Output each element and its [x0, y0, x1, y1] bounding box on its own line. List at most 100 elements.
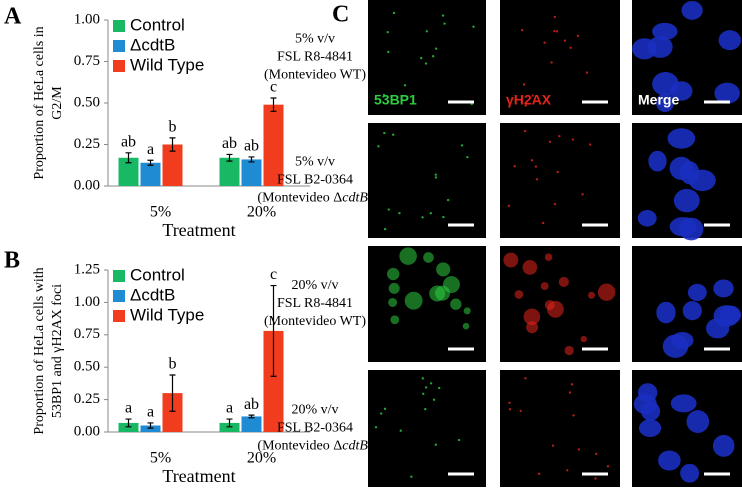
focus: [379, 412, 383, 415]
focus: [519, 409, 522, 413]
focus: [520, 28, 524, 32]
bar: [162, 144, 183, 186]
legend-swatch: [113, 290, 125, 302]
focus: [429, 212, 432, 215]
focus: [463, 307, 471, 315]
significance-letter: a: [226, 400, 233, 417]
nucleus: [652, 72, 679, 96]
row-label-part: 5% v/v: [295, 32, 335, 47]
legend-label: ΔcdtB: [130, 35, 175, 54]
x-tick-label: 5%: [150, 204, 171, 221]
legend-label: Wild Type: [130, 55, 204, 74]
row-label: 20% v/v: [291, 278, 338, 293]
error-bar: [125, 418, 132, 428]
error-bar: [270, 97, 277, 112]
focus: [580, 335, 587, 343]
focus: [558, 134, 561, 138]
focus: [524, 377, 527, 380]
focus: [392, 133, 395, 136]
focus: [434, 47, 438, 50]
focus: [508, 408, 512, 411]
focus: [548, 140, 552, 143]
bar: [118, 422, 139, 432]
focus: [388, 282, 400, 294]
legend-swatch: [113, 270, 125, 282]
focus: [398, 212, 401, 215]
focus: [530, 159, 534, 162]
focus: [569, 46, 572, 49]
nucleus: [718, 30, 741, 51]
y-tick-label: 0.25: [74, 391, 100, 407]
error-bar: [248, 414, 255, 419]
focus: [423, 252, 434, 263]
focus: [390, 315, 400, 325]
panel-label: B: [4, 248, 20, 274]
bar: [219, 157, 240, 186]
significance-letter: a: [147, 141, 154, 158]
nucleus: [637, 383, 658, 402]
row-label-part: 20% v/v: [291, 403, 338, 418]
legend-label: Control: [130, 265, 185, 284]
focus: [595, 452, 598, 456]
nucleus: [706, 318, 730, 339]
row-label-part: FSL R8-4841: [277, 50, 353, 65]
focus: [553, 15, 557, 19]
row-label: FSL B2-0364: [277, 173, 353, 188]
error-bar: [226, 153, 233, 162]
focus: [434, 173, 437, 176]
focus: [420, 56, 423, 60]
focus: [383, 227, 387, 231]
y-tick-label: 0.75: [74, 53, 100, 69]
error-bar: [169, 374, 176, 412]
focus: [382, 93, 386, 97]
focus: [462, 322, 470, 330]
focus: [442, 215, 445, 219]
focus: [383, 407, 387, 411]
row-label-part: cdtB: [342, 439, 368, 454]
focus: [544, 253, 553, 261]
nucleus: [681, 0, 703, 20]
focus: [541, 221, 545, 225]
focus: [550, 61, 553, 64]
focus: [556, 170, 559, 174]
focus: [507, 204, 511, 208]
row-label: 20% v/v: [291, 403, 338, 418]
nucleus: [682, 301, 702, 321]
focus: [388, 297, 398, 307]
nucleus: [673, 188, 700, 213]
error-bar: [226, 418, 233, 428]
legend-swatch: [113, 310, 125, 322]
focus: [553, 202, 557, 206]
bar: [140, 425, 161, 432]
focus: [403, 84, 407, 87]
focus: [387, 267, 400, 281]
row-label: 5% v/v: [295, 155, 335, 170]
focus: [547, 300, 564, 318]
focus: [523, 308, 541, 326]
legend-swatch: [113, 40, 125, 52]
focus: [399, 247, 417, 265]
focus: [421, 377, 424, 380]
x-axis-label: Treatment: [162, 466, 235, 486]
focus: [564, 345, 574, 356]
y-tick-label: 0.25: [74, 136, 100, 152]
bar: [263, 104, 284, 186]
nucleus: [680, 463, 700, 483]
nucleus: [671, 332, 694, 349]
row-label-part: 20% v/v: [291, 278, 338, 293]
focus: [421, 392, 425, 396]
legend-swatch: [113, 60, 125, 72]
legend-label: Wild Type: [130, 305, 204, 324]
focus: [424, 386, 428, 389]
nucleus: [714, 82, 740, 104]
focus: [434, 443, 438, 446]
row-label: 5% v/v: [295, 32, 335, 47]
row-label: (Montevideo ΔcdtB): [257, 439, 372, 454]
significance-letter: a: [125, 400, 132, 417]
focus: [457, 438, 461, 442]
focus: [503, 252, 519, 268]
y-tick-label: 1.00: [74, 294, 100, 310]
y-axis-label: Proportion of HeLa cells with: [32, 267, 47, 434]
significance-letter: b: [169, 356, 177, 373]
y-tick-label: 0.75: [74, 326, 100, 342]
